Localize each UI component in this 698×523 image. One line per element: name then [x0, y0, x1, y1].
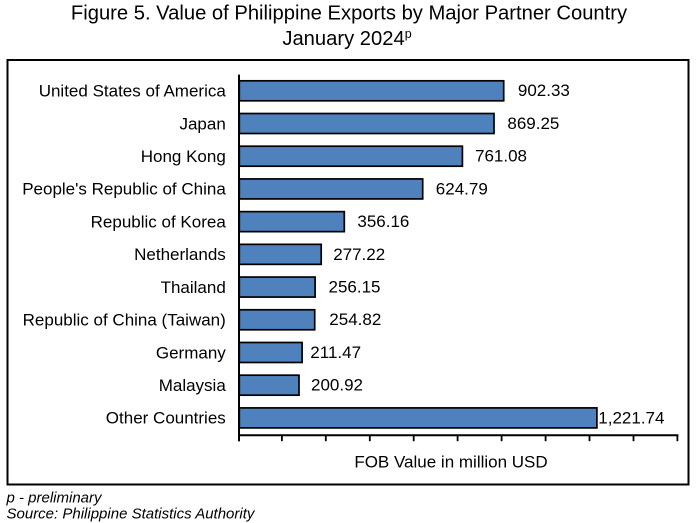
- svg-text:254.82: 254.82: [329, 310, 381, 329]
- svg-text:Hong Kong: Hong Kong: [141, 147, 226, 166]
- svg-text:Other Countries: Other Countries: [106, 409, 226, 428]
- svg-text:January 2024p: January 2024p: [282, 27, 411, 50]
- svg-text:256.15: 256.15: [329, 278, 381, 297]
- svg-text:FOB Value in million USD: FOB Value in million USD: [354, 452, 547, 471]
- svg-text:624.79: 624.79: [436, 179, 488, 198]
- svg-text:Germany: Germany: [156, 343, 226, 362]
- svg-text:211.47: 211.47: [310, 343, 361, 362]
- svg-text:200.92: 200.92: [311, 376, 363, 395]
- svg-text:Japan: Japan: [179, 114, 225, 133]
- svg-text:277.22: 277.22: [333, 245, 385, 264]
- svg-text:People's Republic of China: People's Republic of China: [22, 180, 226, 199]
- svg-text:Source: Philippine Statistics: Source: Philippine Statistics Authority: [7, 505, 256, 522]
- svg-text:902.33: 902.33: [518, 81, 570, 100]
- svg-text:United States of America: United States of America: [39, 82, 227, 101]
- svg-text:p - preliminary: p - preliminary: [6, 489, 104, 506]
- svg-text:Republic of China (Taiwan): Republic of China (Taiwan): [23, 311, 226, 330]
- svg-text:Thailand: Thailand: [161, 278, 226, 297]
- svg-text:761.08: 761.08: [475, 147, 527, 166]
- svg-text:Malaysia: Malaysia: [159, 376, 227, 395]
- svg-text:Figure 5. Value of Philippine: Figure 5. Value of Philippine Exports by…: [71, 3, 628, 25]
- svg-text:356.16: 356.16: [357, 212, 409, 231]
- svg-text:Netherlands: Netherlands: [134, 245, 226, 264]
- svg-text:869.25: 869.25: [507, 114, 559, 133]
- svg-text:1,221.74: 1,221.74: [598, 408, 664, 427]
- svg-text:Republic of Korea: Republic of Korea: [91, 212, 227, 231]
